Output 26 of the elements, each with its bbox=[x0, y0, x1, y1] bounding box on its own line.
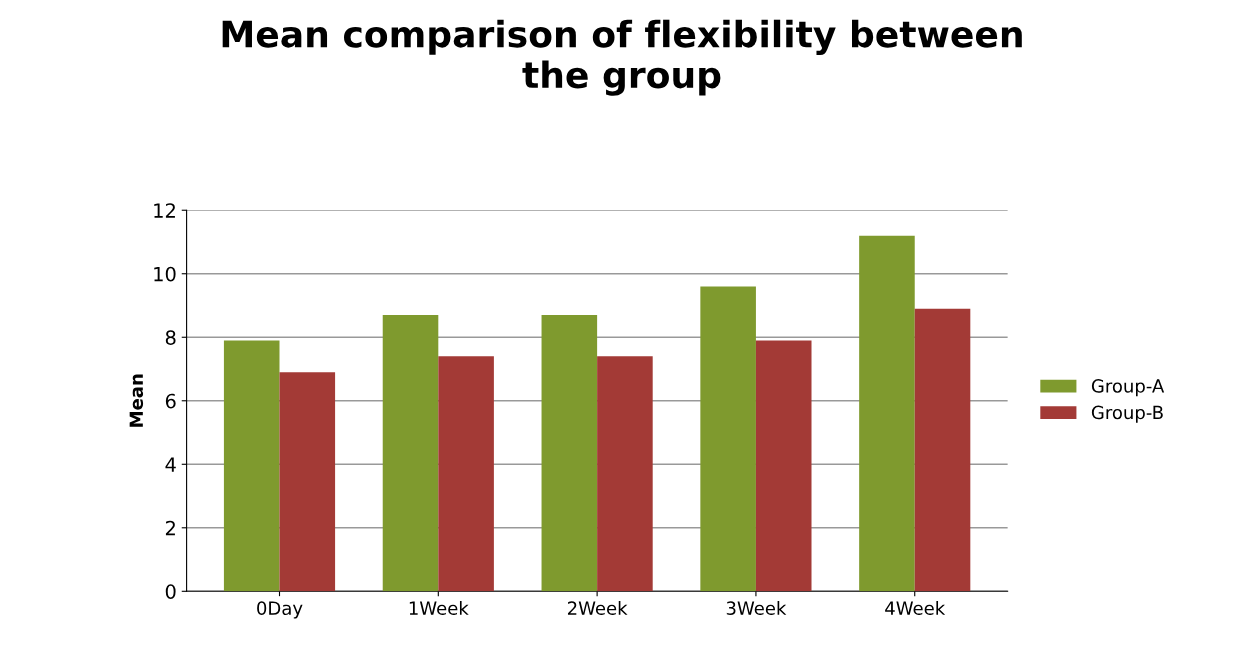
y-tick-label: 8 bbox=[165, 330, 176, 345]
x-tick-label: 4Week bbox=[885, 601, 946, 615]
x-tick-label: 2Week bbox=[567, 601, 628, 615]
bar bbox=[700, 286, 756, 592]
legend-label: Group-B bbox=[1091, 405, 1163, 423]
x-tick-label: 1Week bbox=[409, 601, 469, 615]
bar bbox=[914, 308, 971, 592]
chart-title: Mean comparison of flexibility between the group bbox=[222, 19, 1022, 96]
x-tick-label: 3Week bbox=[726, 601, 787, 615]
bar bbox=[223, 340, 280, 592]
bar bbox=[541, 315, 598, 592]
bar bbox=[438, 356, 494, 592]
y-tick-label: 2 bbox=[165, 520, 175, 536]
bar bbox=[382, 315, 439, 592]
y-tick-label: 4 bbox=[165, 457, 176, 472]
y-axis-title: Mean bbox=[129, 374, 144, 427]
x-tick-label: 0Day bbox=[257, 601, 303, 619]
bar bbox=[597, 356, 653, 592]
y-tick-label: 6 bbox=[165, 393, 176, 409]
bar bbox=[859, 235, 915, 592]
y-tick-label: 12 bbox=[154, 203, 175, 218]
bar bbox=[755, 340, 812, 592]
bar bbox=[279, 372, 336, 592]
y-tick-label: 0 bbox=[165, 584, 176, 599]
legend-label: Group-A bbox=[1091, 379, 1165, 397]
y-tick-label: 10 bbox=[154, 266, 176, 282]
